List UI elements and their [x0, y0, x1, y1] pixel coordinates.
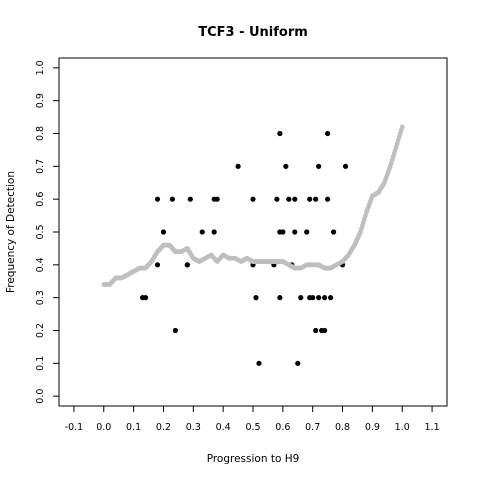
x-tick-label: 0.6	[275, 422, 290, 433]
data-point	[325, 130, 331, 137]
data-point	[325, 196, 331, 202]
data-point	[316, 295, 322, 301]
x-axis-label: Progression to H9	[207, 453, 300, 465]
data-point	[316, 163, 322, 169]
data-point	[295, 360, 301, 366]
data-point	[160, 229, 167, 235]
data-point	[330, 229, 337, 235]
data-point	[292, 229, 298, 235]
x-tick-label: 0.2	[156, 422, 171, 433]
data-point	[253, 295, 259, 301]
x-tick-label: 0.1	[126, 422, 141, 433]
y-tick-label: 0.4	[35, 257, 46, 272]
data-point	[184, 262, 190, 268]
x-tick-label: 0.8	[335, 422, 350, 433]
y-tick-label: 0.7	[35, 159, 46, 174]
data-point	[199, 229, 205, 235]
data-point	[292, 196, 298, 202]
data-point	[211, 229, 217, 235]
data-point	[187, 196, 193, 202]
y-tick-label: 0.9	[35, 93, 46, 108]
x-tick-label: 0.0	[96, 422, 111, 433]
y-tick-label: 0.2	[35, 323, 46, 338]
data-point	[142, 295, 149, 301]
data-point	[342, 163, 349, 169]
data-point	[277, 130, 283, 137]
data-point	[235, 163, 241, 169]
plot-frame	[58, 57, 448, 407]
y-tick-label: 0.1	[35, 356, 46, 371]
data-point	[154, 196, 161, 202]
y-tick-label: 0.5	[35, 224, 46, 239]
x-axis: -0.1 0.0 0.1 0.2 0.3 0.4 0.5 0.6 0.7 0.8 0.9 1.0 1.1	[65, 406, 440, 433]
x-tick-label: 0.9	[365, 422, 380, 433]
x-tick-label: 0.4	[216, 422, 231, 433]
data-point	[280, 229, 286, 235]
data-point	[313, 327, 319, 334]
data-point	[310, 295, 316, 301]
y-tick-label: 1.0	[35, 60, 46, 75]
data-point	[154, 262, 161, 268]
data-point	[169, 196, 176, 202]
data-point	[322, 295, 328, 301]
data-point	[286, 196, 292, 202]
x-tick-label: 0.5	[245, 422, 260, 433]
data-point	[172, 327, 178, 334]
y-tick-label: 0.0	[35, 389, 46, 404]
chart-title: TCF3 - Uniform	[198, 25, 308, 40]
data-point	[328, 295, 334, 301]
data-point	[274, 196, 280, 202]
y-axis-label: Frequency of Detection	[5, 171, 17, 293]
smooth-point	[399, 124, 405, 130]
data-point	[283, 163, 289, 169]
x-tick-label: 0.3	[186, 422, 201, 433]
y-tick-label: 0.6	[35, 192, 46, 207]
x-tick-label: 0.7	[305, 422, 320, 433]
data-point	[313, 196, 319, 202]
y-tick-label: 0.8	[35, 126, 46, 141]
x-tick-label: -0.1	[65, 422, 84, 433]
series-layer	[101, 124, 405, 366]
data-point	[250, 196, 256, 202]
y-axis: 0.0 0.1 0.2 0.3 0.4 0.5 0.6 0.7 0.8 0.9 1.0	[35, 60, 59, 404]
data-point	[304, 229, 310, 235]
x-tick-label: 1.1	[425, 422, 440, 433]
data-point	[322, 327, 328, 334]
data-point	[307, 196, 313, 202]
data-point	[298, 295, 304, 301]
data-point	[256, 360, 262, 366]
x-tick-label: 1.0	[395, 422, 410, 433]
y-tick-label: 0.3	[35, 290, 46, 305]
data-point	[277, 295, 283, 301]
data-point	[214, 196, 220, 202]
